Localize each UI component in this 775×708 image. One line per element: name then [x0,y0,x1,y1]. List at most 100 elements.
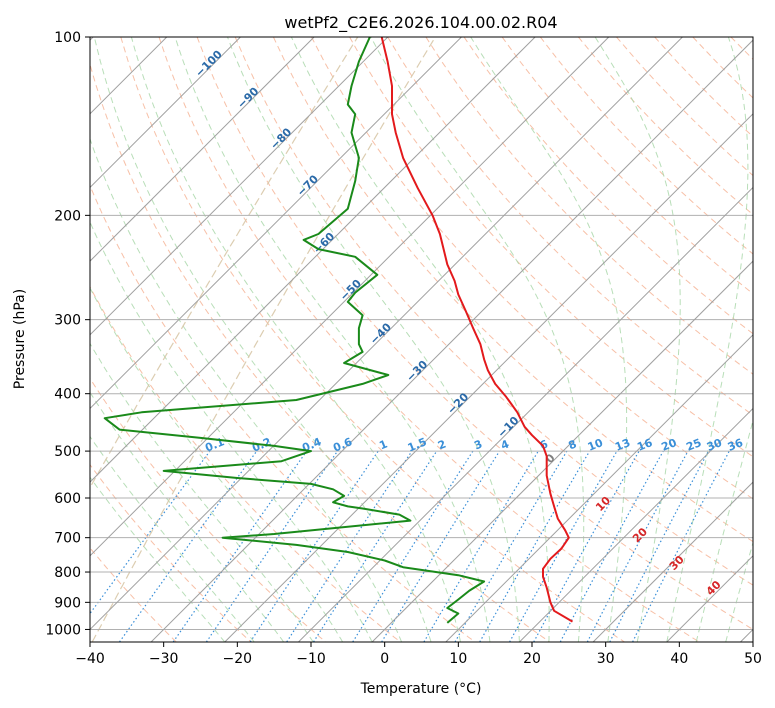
moist-adiabat [90,220,373,642]
mixing-ratio-label: 25 [684,436,703,454]
moist-adiabat [90,286,344,642]
hgz-line [91,37,436,642]
x-tick-label: 10 [449,651,467,667]
x-axis-ticks: −40 −30 −20 −10 0 10 20 30 40 50 [75,642,762,667]
chart-title: wetPf2_C2E6.2026.104.00.02.R04 [284,13,557,33]
moist-adiabat [725,540,753,642]
temperature-line [380,37,574,623]
isotherm [371,260,753,642]
y-tick-label: 600 [54,491,81,507]
isotherms [90,37,753,642]
x-axis-title: Temperature (°C) [360,681,482,697]
isotherm [90,37,315,262]
sounding-series [103,37,574,624]
x-tick-label: −20 [223,651,253,667]
moist-adiabat [90,342,314,642]
mixing-ratio-lines [90,450,730,642]
isotherm [90,37,389,336]
dry-adiabat [425,37,753,375]
mixing-ratio-line [533,450,640,642]
isotherm [90,37,462,410]
mixing-ratio-line [286,450,413,642]
y-tick-label: 900 [54,595,81,611]
isotherm [298,186,753,642]
moist-adiabat [227,37,520,642]
mixing-ratio-line [312,450,438,642]
moist-adiabat [666,37,749,642]
mixing-ratio-line [632,450,730,642]
mixing-ratio-line [352,450,474,642]
hgz-lines [90,37,436,642]
moist-adiabat [370,37,585,642]
moist-adiabat [93,37,432,642]
moist-adiabat [174,37,491,642]
isotherm [592,481,753,642]
moist-adiabat [90,476,226,642]
moist-adiabat [594,37,681,642]
dry-adiabat [90,377,327,642]
dry-adiabat [196,37,753,630]
y-tick-label: 400 [54,387,81,403]
y-tick-label: 100 [54,30,81,46]
moist-adiabat [90,391,285,642]
y-tick-label: 800 [54,565,81,581]
mixing-ratio-label: 30 [705,436,724,454]
mixing-ratio-label: 20 [660,436,679,454]
mixing-ratio-label: 2 [436,437,448,452]
y-tick-label: 500 [54,444,81,460]
mixing-ratio-label: 13 [613,436,632,454]
mixing-ratio-line [90,450,211,615]
y-tick-label: 1000 [45,622,81,638]
x-tick-label: −10 [296,651,326,667]
dry-adiabat [501,37,753,295]
x-tick-label: 20 [523,651,541,667]
isotherm [90,37,683,631]
y-tick-label: 300 [54,313,81,329]
isotherm [90,37,610,557]
x-tick-label: 30 [597,651,615,667]
dry-adiabat [90,62,551,642]
mixing-ratio-line [559,450,664,642]
dry-adiabat [120,37,625,642]
dewpoint-line [103,37,486,624]
isotherm [519,407,753,642]
mixing-ratio-line [509,450,618,642]
isotherm [90,37,536,483]
moist-adiabat [130,37,461,642]
mixing-ratio-line [172,450,308,642]
dry-adiabat [311,37,753,500]
x-tick-label: 50 [744,651,762,667]
moist-adiabat [695,418,753,642]
mixing-ratio-label: 16 [635,436,654,454]
dry-adiabat [234,37,753,586]
dry-adiabat [158,37,700,642]
plot-frame [89,36,754,643]
x-tick-label: −30 [149,651,179,667]
isotherm [224,113,753,642]
dry-adiabat [463,37,753,335]
moist-adiabat [470,37,628,642]
mixing-ratio-label: 10 [586,436,605,454]
isotherm [90,37,241,189]
y-axis-title: Pressure (hPa) [12,289,28,389]
dry-adiabat [90,184,476,642]
y-tick-label: 200 [54,208,81,224]
mixing-ratio-line [249,450,379,642]
mixing-ratio-line [205,450,338,642]
mixing-ratio-label: 3 [472,437,484,452]
mixing-ratio-label: 8 [567,437,579,452]
mixing-ratio-line [381,450,501,642]
x-tick-label: 0 [380,651,389,667]
y-axis-ticks: 100 200 300 400 500 600 700 800 900 1000 [45,30,90,638]
y-tick-label: 700 [54,531,81,547]
x-tick-label: −40 [75,651,105,667]
pressure-gridlines [90,37,753,630]
dry-adiabat [272,37,753,543]
mixing-ratio-label: 1 [377,437,389,452]
mixing-ratio-line [119,450,258,642]
dry-adiabat [90,463,252,642]
hgz-line [90,37,359,489]
moist-adiabat [90,435,255,642]
